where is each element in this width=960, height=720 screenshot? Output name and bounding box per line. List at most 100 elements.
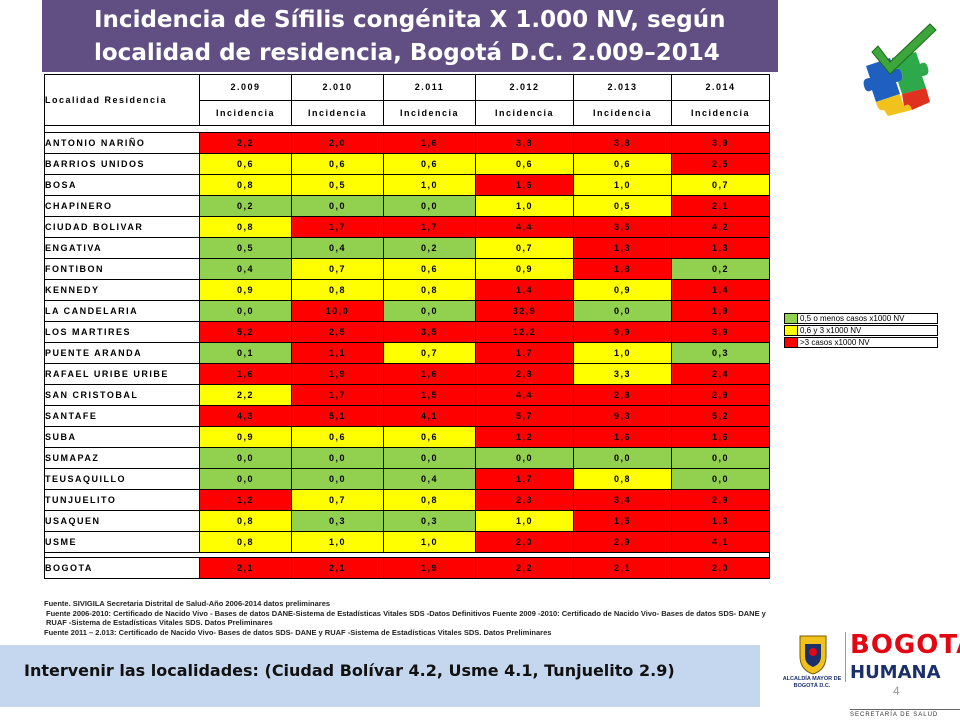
incidence-cell: 2,2 [199, 132, 292, 154]
bogota-logo-text: BOGOTÁ [850, 630, 960, 660]
incidence-cell: 0,0 [291, 468, 384, 490]
incidence-cell: 0,9 [475, 258, 574, 280]
incidence-cell: 0,8 [383, 279, 476, 301]
incidence-cell: 0,8 [291, 279, 384, 301]
incidence-cell: 3,4 [573, 489, 672, 511]
table-row: BOSA 0,8 0,5 1,0 1,6 1,0 0,7 [44, 174, 770, 196]
incidence-cell: 0,6 [199, 153, 292, 175]
incidence-cell: 2,2 [475, 557, 574, 579]
incidence-cell: 2,0 [291, 132, 384, 154]
legend-swatch-green [784, 312, 798, 324]
incidence-cell: 0,0 [199, 468, 292, 490]
incidence-cell: 5,7 [475, 405, 574, 427]
header-year: 2.012 [475, 74, 574, 101]
incidence-cell: 1,0 [383, 174, 476, 196]
table-row: USAQUEN 0,8 0,3 0,3 1,0 1,5 1,3 [44, 510, 770, 532]
incidence-cell: 1,6 [671, 426, 770, 448]
locality-name: ENGATIVA [44, 237, 200, 259]
legend-swatch-yellow [784, 324, 798, 336]
incidence-cell: 1,9 [291, 363, 384, 385]
incidence-cell: 0,4 [199, 258, 292, 280]
incidence-cell: 2,1 [671, 195, 770, 217]
incidence-cell: 3,9 [671, 321, 770, 343]
table-row: LA CANDELARIA 0,0 10,0 0,0 32,9 0,0 1,9 [44, 300, 770, 322]
table-row: SUBA 0,9 0,6 0,6 1,2 1,6 1,6 [44, 426, 770, 448]
locality-name: SUBA [44, 426, 200, 448]
incidence-cell: 0,0 [199, 300, 292, 322]
incidence-cell: 2,9 [573, 531, 672, 553]
table-row: SAN CRISTOBAL 2,2 1,7 1,5 4,4 2,8 2,9 [44, 384, 770, 406]
incidence-cell: 0,6 [383, 153, 476, 175]
incidence-cell: 0,6 [383, 258, 476, 280]
table-row: SUMAPAZ 0,0 0,0 0,0 0,0 0,0 0,0 [44, 447, 770, 469]
incidence-cell: 0,9 [199, 426, 292, 448]
incidence-cell: 0,9 [199, 279, 292, 301]
header-year: 2.014 [671, 74, 770, 101]
header-year: 2.009 [199, 74, 292, 101]
incidence-cell: 0,9 [573, 279, 672, 301]
incidence-cell: 1,0 [573, 342, 672, 364]
incidence-cell: 5,1 [291, 405, 384, 427]
table-body: ANTONIO NARIÑO 2,2 2,0 1,6 3,8 3,8 3,9 BARRIOS … [44, 132, 770, 579]
incidence-cell: 32,9 [475, 300, 574, 322]
table-row: USME 0,8 1,0 1,0 2,0 2,9 4,1 [44, 531, 770, 553]
incidence-cell: 0,2 [671, 258, 770, 280]
header-localidad: Localidad Residencia [44, 74, 200, 126]
locality-name: RAFAEL URIBE URIBE [44, 363, 200, 385]
incidence-cell: 4,2 [671, 216, 770, 238]
incidence-cell: 0,0 [671, 468, 770, 490]
incidence-cell: 0,7 [671, 174, 770, 196]
legend-item: 0,6 y 3 x1000 NV [784, 324, 938, 336]
logo-area [760, 620, 960, 720]
incidence-cell: 0,7 [291, 258, 384, 280]
incidence-cell: 0,5 [199, 237, 292, 259]
incidence-cell: 0,0 [383, 447, 476, 469]
incidence-cell: 0,0 [475, 447, 574, 469]
incidence-cell: 1,0 [291, 531, 384, 553]
incidence-cell: 3,3 [573, 363, 672, 385]
header-incidencia: Incidencia [671, 99, 770, 126]
incidence-cell: 0,5 [573, 195, 672, 217]
sources-note: Fuente. SIVIGILA Secretaria Distrital de… [44, 599, 774, 637]
locality-name: KENNEDY [44, 279, 200, 301]
incidence-cell: 3,9 [671, 132, 770, 154]
incidence-cell: 3,8 [573, 132, 672, 154]
header-year: 2.010 [291, 74, 384, 101]
locality-name: BOGOTA [44, 557, 200, 579]
table-row: ENGATIVA 0,5 0,4 0,2 0,7 1,3 1,3 [44, 237, 770, 259]
incidence-cell: 3,5 [573, 216, 672, 238]
incidence-cell: 0,0 [671, 447, 770, 469]
incidence-cell: 4,4 [475, 384, 574, 406]
incidence-cell: 0,2 [199, 195, 292, 217]
incidence-cell: 2,1 [291, 557, 384, 579]
banner-text: Intervenir las localidades: (Ciudad Bolí… [24, 661, 675, 680]
locality-name: CIUDAD BOLIVAR [44, 216, 200, 238]
conclusion-banner: Intervenir las localidades: (Ciudad Bolí… [0, 645, 760, 707]
incidence-cell: 0,8 [199, 510, 292, 532]
table-row: ANTONIO NARIÑO 2,2 2,0 1,6 3,8 3,8 3,9 [44, 132, 770, 154]
incidence-cell: 2,3 [475, 489, 574, 511]
table-row: BARRIOS UNIDOS 0,6 0,6 0,6 0,6 0,6 2,5 [44, 153, 770, 175]
incidence-cell: 0,3 [383, 510, 476, 532]
humana-logo-text: HUMANA [850, 662, 941, 683]
incidence-cell: 0,8 [199, 216, 292, 238]
incidence-cell: 1,6 [475, 174, 574, 196]
incidence-cell: 1,5 [383, 384, 476, 406]
incidence-cell: 3,5 [383, 321, 476, 343]
incidence-cell: 2,9 [671, 384, 770, 406]
incidence-cell: 0,0 [573, 300, 672, 322]
incidence-cell: 1,7 [291, 216, 384, 238]
incidence-cell: 0,0 [383, 195, 476, 217]
incidence-cell: 1,9 [671, 300, 770, 322]
incidence-cell: 0,0 [291, 195, 384, 217]
incidence-cell: 1,6 [383, 132, 476, 154]
incidence-cell: 2,0 [475, 531, 574, 553]
header-incidencia: Incidencia [475, 99, 574, 126]
incidence-cell: 5,2 [671, 405, 770, 427]
incidence-cell: 1,0 [475, 510, 574, 532]
incidence-cell: 2,8 [475, 363, 574, 385]
incidence-cell: 1,6 [573, 426, 672, 448]
table-row: TEUSAQUILLO 0,0 0,0 0,4 1,7 0,8 0,0 [44, 468, 770, 490]
incidence-cell: 0,3 [671, 342, 770, 364]
source-line: Fuente 2006-2010: Certificado de Nacido … [46, 608, 766, 628]
